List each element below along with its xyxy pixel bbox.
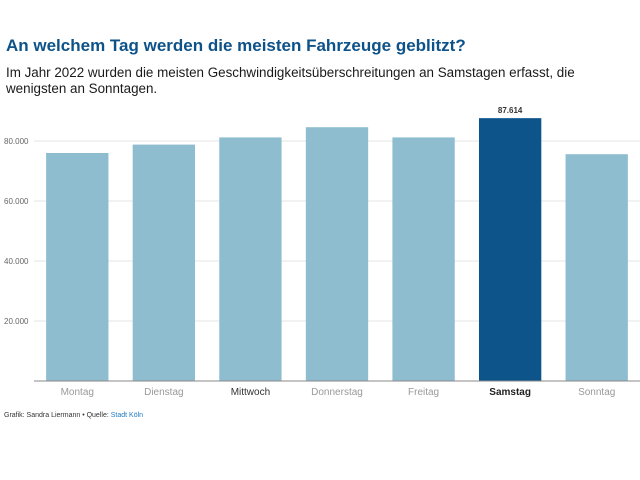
data-label: 87.614 [498, 106, 523, 115]
bar-samstag [478, 118, 542, 381]
bar-chart: 20.000 40.000 60.000 80.000 Montag Dienstag Mi… [4, 106, 640, 398]
x-tick-label: Montag [61, 387, 94, 398]
bar-dienstag [132, 144, 196, 381]
x-tick-label: Freitag [408, 387, 439, 398]
y-tick-label: 20.000 [4, 317, 29, 326]
x-tick-label: Mittwoch [231, 387, 270, 398]
chart-title: An welchem Tag werden die meisten Fahrze… [6, 36, 466, 55]
bar-donnerstag [305, 127, 369, 381]
bar-freitag [392, 137, 455, 381]
x-tick-label: Samstag [489, 387, 531, 398]
y-tick-label: 80.000 [4, 137, 29, 146]
y-tick-label: 40.000 [4, 257, 29, 266]
x-tick-label: Dienstag [144, 387, 183, 398]
chart-subtitle: Im Jahr 2022 wurden die meisten Geschwin… [6, 65, 575, 96]
x-tick-label: Sonntag [578, 387, 615, 398]
bar-mittwoch [219, 137, 282, 381]
source-link[interactable]: Stadt Köln [110, 412, 144, 419]
bar-montag [46, 153, 109, 381]
chart-footer: Grafik: Sandra Liermann • Quelle: Stadt … [4, 412, 143, 419]
credit-text: Grafik: Sandra Liermann • Quelle: [4, 412, 111, 419]
bar-sonntag [565, 154, 628, 381]
x-tick-label: Donnerstag [311, 387, 363, 398]
y-tick-label: 60.000 [4, 197, 29, 206]
